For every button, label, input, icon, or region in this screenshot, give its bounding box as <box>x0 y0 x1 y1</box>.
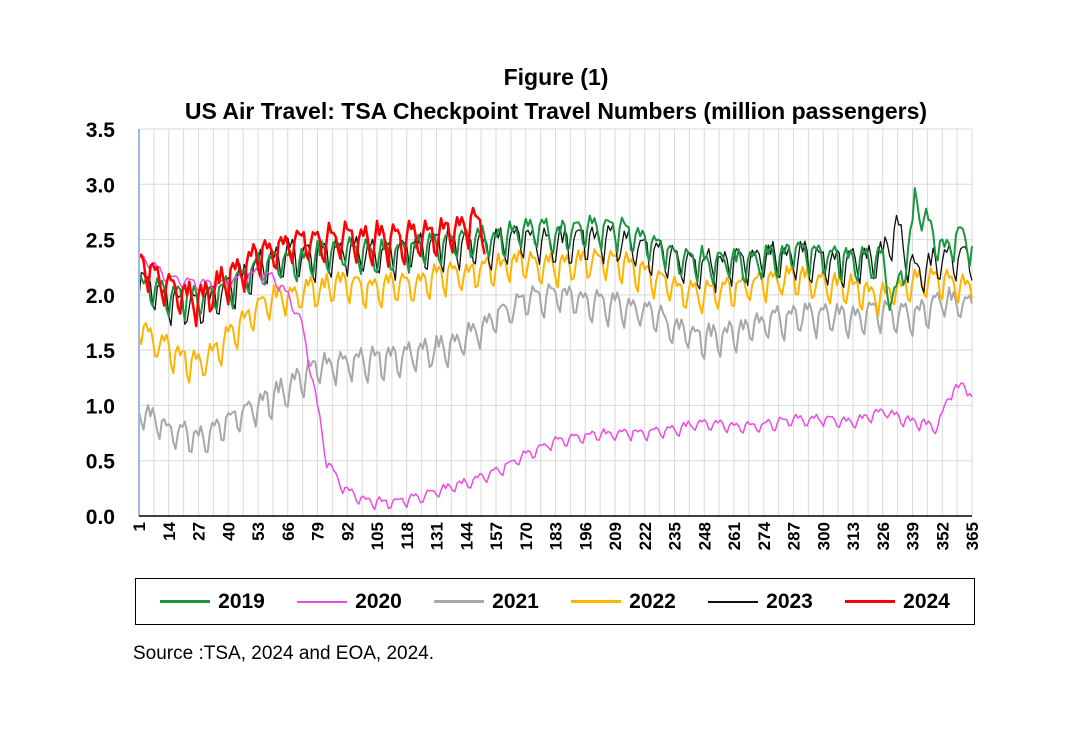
x-tick-label: 196 <box>576 522 595 550</box>
legend-item-2021: 2021 <box>434 590 539 614</box>
series-line-2019 <box>138 187 973 322</box>
y-tick-label: 0.0 <box>86 506 115 529</box>
legend-swatch-2024 <box>845 600 896 603</box>
x-tick-labels: 1 14 27 40 53 66 79 92 105 118 131 144 157 170 183 196 2… <box>130 521 982 550</box>
x-tick-label: 105 <box>368 522 387 550</box>
x-tick-label: 144 <box>457 521 476 550</box>
x-tick-label: 352 <box>933 522 952 550</box>
x-tick-label: 261 <box>725 522 744 550</box>
legend-swatch-2020 <box>297 600 348 603</box>
legend-label-2019: 2019 <box>218 589 265 613</box>
x-tick-label: 183 <box>547 522 566 550</box>
legend-item-2023: 2023 <box>708 590 813 614</box>
x-tick-label: 287 <box>785 522 804 550</box>
legend-swatch-2023 <box>708 600 759 603</box>
x-tick-label: 170 <box>517 522 536 550</box>
series-lines <box>138 187 973 511</box>
x-tick-label: 131 <box>428 522 447 550</box>
chart-subtitle: US Air Travel: TSA Checkpoint Travel Num… <box>184 98 928 124</box>
y-tick-label: 2.0 <box>86 285 115 308</box>
legend-label-2020: 2020 <box>355 589 402 613</box>
x-tick-label: 209 <box>606 522 625 550</box>
y-tick-label: 3.5 <box>86 119 116 142</box>
y-tick-label: 1.0 <box>86 395 115 418</box>
grid-lines <box>138 128 973 517</box>
y-tick-label: 3.0 <box>86 174 115 197</box>
legend-item-2024: 2024 <box>845 590 950 614</box>
x-tick-label: 274 <box>755 521 774 550</box>
x-tick-label: 14 <box>160 521 179 540</box>
x-tick-label: 53 <box>249 522 268 541</box>
legend-swatch-2022 <box>571 600 622 603</box>
series-line-2021 <box>138 283 973 454</box>
legend-swatch-2019 <box>160 600 211 603</box>
x-tick-label: 1 <box>130 522 149 531</box>
x-tick-label: 157 <box>487 522 506 550</box>
y-tick-label: 1.5 <box>86 340 116 363</box>
x-tick-label: 300 <box>814 522 833 550</box>
x-tick-label: 339 <box>904 522 923 550</box>
legend-item-2019: 2019 <box>160 590 265 614</box>
x-tick-label: 79 <box>309 522 328 541</box>
chart-title: Figure (1) <box>503 64 609 90</box>
series-line-2024 <box>138 206 486 328</box>
x-tick-label: 27 <box>190 522 209 541</box>
legend-item-2020: 2020 <box>297 590 402 614</box>
x-tick-label: 222 <box>636 522 655 550</box>
x-tick-label: 326 <box>874 522 893 550</box>
axes <box>138 129 972 517</box>
x-tick-label: 92 <box>338 522 357 541</box>
x-tick-label: 248 <box>695 522 714 550</box>
x-tick-label: 235 <box>666 522 685 550</box>
legend: 2019 2020 2021 2022 2023 2024 <box>135 578 975 625</box>
y-tick-labels: 0.0 0.5 1.0 1.5 2.0 2.5 3.0 3.5 <box>86 119 116 529</box>
x-tick-label: 40 <box>219 522 238 541</box>
series-line-2020 <box>138 251 973 511</box>
legend-item-2022: 2022 <box>571 590 676 614</box>
x-tick-label: 365 <box>963 522 982 550</box>
x-tick-label: 313 <box>844 522 863 550</box>
legend-swatch-2021 <box>434 600 485 603</box>
legend-label-2022: 2022 <box>629 589 676 613</box>
legend-label-2024: 2024 <box>903 589 950 613</box>
y-tick-label: 2.5 <box>86 230 116 253</box>
y-tick-label: 0.5 <box>86 451 116 474</box>
legend-label-2023: 2023 <box>766 589 813 613</box>
source-note: Source :TSA, 2024 and EOA, 2024. <box>133 643 435 664</box>
x-tick-label: 118 <box>398 522 417 549</box>
legend-label-2021: 2021 <box>492 589 539 613</box>
x-tick-label: 66 <box>279 522 298 541</box>
